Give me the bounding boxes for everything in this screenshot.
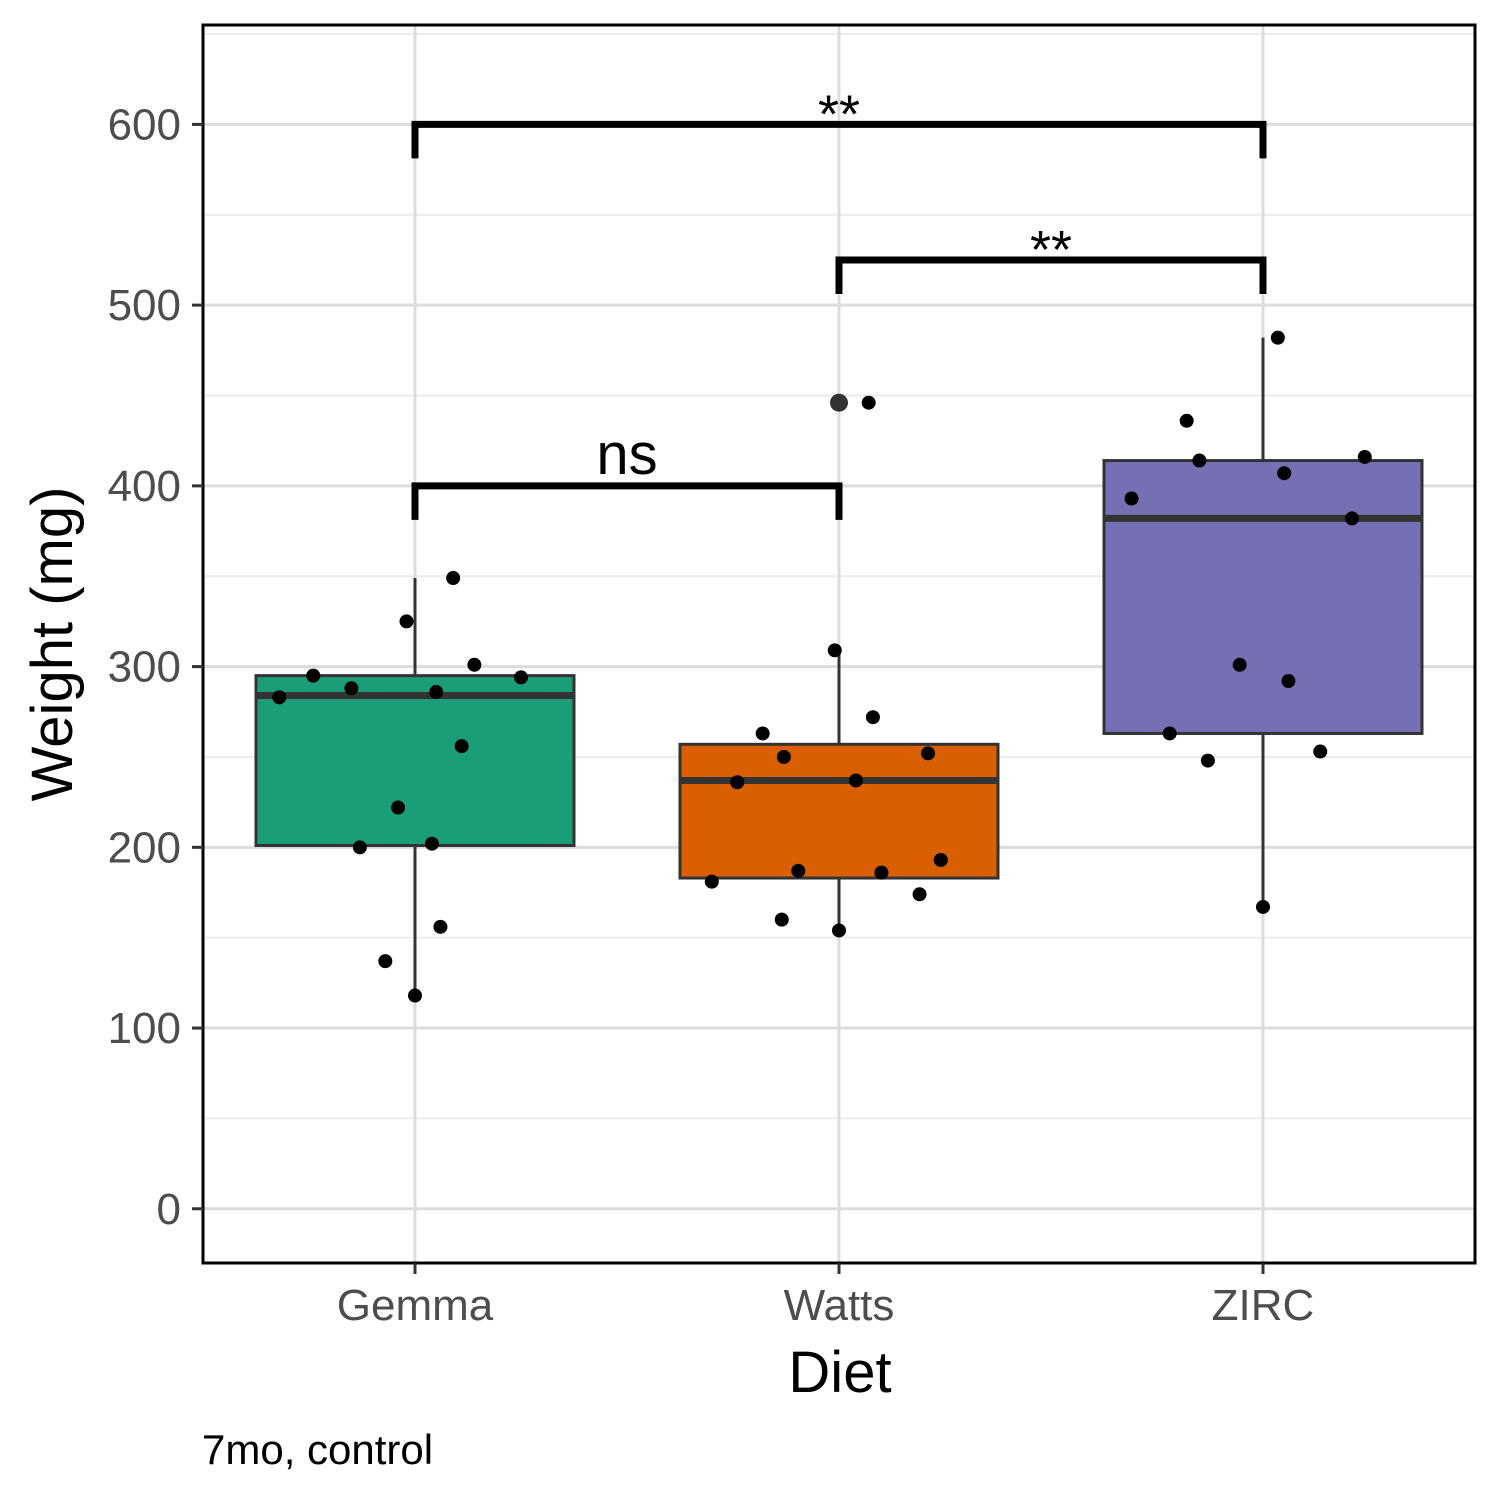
data-point [1357,449,1372,464]
x-tick-label: ZIRC [1212,1281,1315,1330]
data-point [1179,413,1194,428]
data-point [921,746,936,761]
data-point [776,749,791,764]
x-tick-label: Gemma [337,1281,494,1330]
comparison-bracket [411,482,843,520]
data-point [791,863,806,878]
data-point [399,614,414,629]
data-point [1124,491,1139,506]
data-point [774,912,789,927]
caption: 7mo, control [202,1426,433,1473]
data-point [344,681,359,696]
y-tick-label: 0 [157,1185,181,1234]
box-zirc [1102,459,1424,735]
points [272,330,1372,1003]
data-point [1256,899,1270,914]
x-axis-title: Diet [788,1340,891,1405]
data-point [704,874,719,889]
data-point [429,684,444,699]
data-point [1313,744,1328,759]
comparison-brackets: ns ** ** [411,84,1267,520]
significance-label: ** [818,84,860,144]
data-point [912,887,927,902]
data-point [730,775,745,790]
y-tick-label: 500 [108,281,181,330]
outlier-point [830,393,848,412]
data-point [272,690,287,705]
data-point [933,852,948,867]
data-point [424,836,439,851]
box-watts [678,742,1000,880]
data-point [861,395,876,410]
comparison-bracket [835,256,1267,294]
data-point [454,739,469,754]
data-point [514,670,528,685]
data-point [832,923,846,938]
y-axis: 0 100 200 300 400 500 600 [108,100,203,1234]
data-point [446,571,461,586]
data-point [391,800,406,815]
x-axis: Gemma Watts ZIRC [337,1263,1315,1330]
data-point [408,988,422,1003]
significance-label: ns [596,422,657,487]
y-axis-title: Weight (mg) [20,487,85,802]
data-point [306,668,321,683]
data-point [1270,330,1285,345]
data-point [352,840,367,855]
data-point [433,919,448,934]
data-point [1200,753,1215,768]
data-point [1345,511,1360,526]
boxes [254,337,1424,996]
y-tick-label: 400 [108,462,181,511]
y-tick-label: 300 [108,643,181,692]
data-point [1277,466,1292,481]
y-tick-label: 600 [108,100,181,149]
data-point [1192,453,1207,468]
data-point [865,710,880,725]
data-point [1232,657,1247,672]
data-point [1281,674,1296,689]
data-point [1162,726,1177,741]
data-point [848,773,863,788]
y-tick-label: 100 [108,1004,181,1053]
data-point [755,726,770,741]
data-point [827,643,842,658]
data-point [378,954,393,969]
data-point [874,865,889,880]
box-gemma [254,674,576,848]
y-tick-label: 200 [108,823,181,872]
significance-label: ** [1030,220,1072,280]
x-tick-label: Watts [784,1281,895,1330]
comparison-bracket [411,120,1267,159]
data-point [467,657,482,672]
